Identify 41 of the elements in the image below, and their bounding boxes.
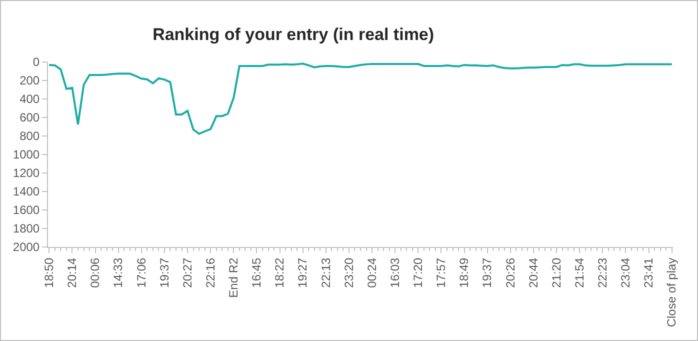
y-tick-label: 2000	[12, 240, 40, 254]
x-tick-label: 19:37	[157, 257, 172, 288]
y-tick-label: 1800	[12, 222, 40, 236]
y-tick-label: 200	[20, 74, 40, 88]
x-tick-label: 18:22	[272, 257, 287, 288]
x-tick-label: 00:24	[364, 257, 379, 288]
x-tick-label: 22:13	[318, 257, 333, 288]
x-tick-label: 21:20	[549, 257, 564, 288]
x-tick-label: 19:37	[480, 257, 494, 288]
x-tick-label: 19:27	[296, 257, 310, 288]
x-tick-label: 14:33	[111, 257, 126, 288]
x-tick-label: 23:20	[342, 257, 356, 288]
x-tick-label: 20:44	[526, 257, 540, 288]
x-tick-label: 17:20	[411, 257, 426, 288]
x-tick-label: End R2	[226, 257, 241, 298]
x-tick-label: 22:23	[596, 257, 610, 288]
y-tick-label: 1200	[12, 166, 40, 180]
chart-title: Ranking of your entry (in real time)	[152, 25, 434, 44]
x-tick-label: 20:27	[180, 257, 194, 288]
x-tick-label: 22:16	[203, 257, 218, 288]
x-tick-label: Close of play	[664, 258, 679, 328]
y-tick-label: 1400	[12, 184, 40, 199]
x-tick-label: 17:06	[134, 257, 148, 288]
x-tick-label: 17:57	[434, 257, 448, 288]
x-tick-label: 23:41	[642, 257, 656, 288]
y-tick-label: 800	[20, 129, 40, 144]
x-tick-label: 18:50	[42, 257, 56, 288]
y-tick-label: 0	[32, 55, 40, 70]
x-tick-label: 16:03	[388, 257, 402, 288]
line-series	[48, 62, 673, 135]
x-tick-label: 23:04	[618, 257, 633, 288]
x-tick-label: 00:06	[88, 257, 102, 288]
y-tick-label: 1000	[12, 148, 40, 162]
x-tick-label: 16:45	[250, 257, 264, 288]
x-tick-label: 21:54	[572, 257, 586, 288]
x-tick-label: 20:14	[65, 257, 80, 288]
y-tick-label: 1600	[12, 203, 40, 218]
x-tick-label: 18:49	[457, 257, 472, 288]
x-tick-label: 20:26	[503, 257, 518, 288]
y-tick-label: 400	[20, 92, 40, 106]
y-tick-label: 600	[20, 110, 40, 125]
